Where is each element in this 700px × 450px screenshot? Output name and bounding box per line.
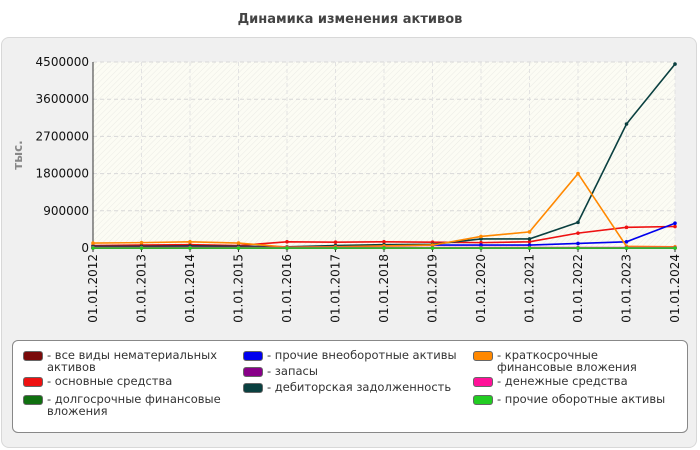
data-point (576, 220, 580, 225)
legend-swatch (23, 395, 43, 405)
x-tick-label: 01.01.2017 (329, 254, 343, 323)
x-tick-label: 01.01.2024 (668, 254, 682, 323)
x-tick-label: 01.01.2020 (474, 254, 488, 323)
legend: - все виды нематериальных активов - основ… (12, 340, 688, 433)
data-point (430, 246, 435, 250)
data-point (673, 221, 677, 225)
data-point (576, 246, 580, 250)
legend-label: - долгосрочные финансовые вложения (47, 392, 221, 418)
data-point (430, 243, 435, 247)
data-point (333, 240, 338, 245)
y-tick-label: 4500000 (36, 55, 89, 69)
legend-label: - все виды нематериальных активов (47, 348, 218, 374)
legend-label: - запасы (267, 364, 318, 378)
data-point (236, 241, 241, 245)
data-point (673, 224, 677, 229)
y-tick-label: 900000 (43, 204, 89, 218)
x-tick-label: 01.01.2014 (183, 254, 197, 323)
legend-item: - краткосрочные финансовые вложения (473, 349, 673, 373)
data-point (479, 240, 483, 245)
data-point (188, 246, 192, 250)
data-point (479, 246, 483, 250)
data-point (479, 234, 483, 239)
legend-label: - прочие внеоборотные активы (267, 348, 457, 362)
data-point (576, 171, 580, 176)
legend-swatch (243, 351, 263, 361)
x-tick-label: 01.01.2012 (86, 254, 100, 323)
data-point (285, 246, 289, 250)
data-point (673, 246, 677, 250)
data-point (91, 241, 95, 245)
data-point (576, 241, 580, 246)
legend-item: - прочие оборотные активы (473, 393, 673, 405)
x-tick-label: 01.01.2021 (523, 254, 537, 323)
x-tick-label: 01.01.2013 (135, 254, 149, 323)
legend-item: - все виды нематериальных активов (23, 349, 223, 373)
data-point (479, 243, 483, 247)
legend-swatch (23, 351, 43, 361)
legend-label: - краткосрочные финансовые вложения (497, 348, 637, 374)
chart-title: Динамика изменения активов (237, 12, 463, 27)
legend-item: - запасы (243, 365, 463, 377)
data-point (479, 237, 483, 241)
legend-item: - долгосрочные финансовые вложения (23, 393, 223, 417)
data-point (527, 230, 532, 234)
legend-swatch (473, 395, 493, 405)
data-point (285, 240, 289, 244)
legend-label: - дебиторская задолженность (267, 380, 452, 394)
data-point (624, 122, 629, 126)
legend-item: - основные средства (23, 375, 223, 387)
data-point (527, 243, 532, 247)
data-point (91, 246, 95, 250)
legend-swatch (23, 377, 43, 387)
legend-swatch (473, 377, 493, 387)
legend-item: - прочие внеоборотные активы (243, 349, 463, 361)
x-tick-label: 01.01.2018 (377, 254, 391, 323)
data-point (527, 237, 532, 241)
y-tick-label: 0 (81, 241, 89, 255)
y-axis-label: тыс. (11, 140, 25, 169)
data-point (139, 246, 144, 250)
y-tick-label: 3600000 (36, 92, 89, 106)
x-tick-label: 01.01.2023 (620, 254, 634, 323)
data-point (527, 240, 532, 244)
legend-label: - денежные средства (497, 374, 628, 388)
data-point (236, 246, 241, 250)
legend-swatch (243, 383, 263, 393)
data-point (188, 240, 192, 244)
data-point (624, 225, 629, 230)
legend-item: - денежные средства (473, 375, 673, 387)
legend-label: - основные средства (47, 374, 173, 388)
x-tick-label: 01.01.2019 (426, 254, 440, 323)
legend-swatch (243, 367, 263, 377)
data-point (624, 240, 629, 244)
legend-item: - дебиторская задолженность (243, 381, 463, 393)
data-point (382, 240, 386, 244)
y-tick-label: 1800000 (36, 167, 89, 181)
x-tick-label: 01.01.2015 (232, 254, 246, 323)
data-point (624, 246, 629, 250)
data-point (382, 246, 386, 250)
data-point (527, 246, 532, 250)
legend-label: - прочие оборотные активы (497, 392, 666, 406)
data-point (673, 62, 677, 66)
data-point (139, 240, 144, 245)
y-tick-label: 2700000 (36, 129, 89, 143)
x-tick-label: 01.01.2016 (280, 254, 294, 323)
x-tick-label: 01.01.2022 (571, 254, 585, 323)
legend-swatch (473, 351, 493, 361)
data-point (333, 246, 338, 250)
data-point (576, 231, 580, 235)
